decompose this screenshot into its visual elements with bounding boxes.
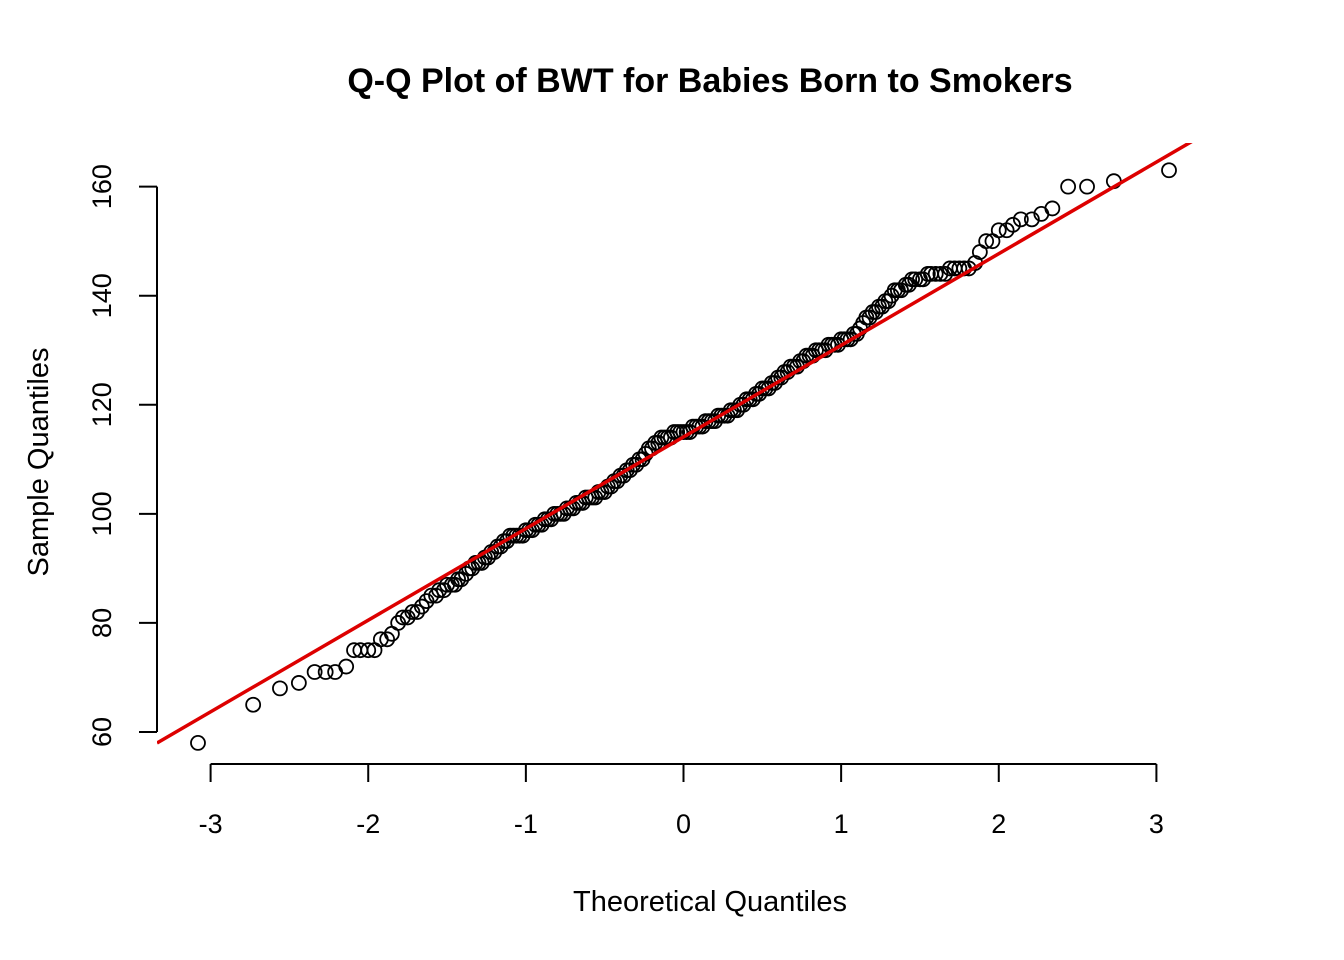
x-tick-label: 0 — [676, 809, 691, 839]
data-point — [338, 658, 355, 675]
x-axis-label: Theoretical Quantiles — [573, 886, 847, 918]
data-point — [1005, 216, 1021, 233]
x-tick-label: -2 — [356, 809, 380, 839]
data-point — [399, 609, 416, 626]
data-point — [453, 571, 470, 588]
chart-title: Q-Q Plot of BWT for Babies Born to Smoke… — [347, 62, 1072, 100]
data-point — [317, 664, 334, 680]
reference-line — [157, 143, 1193, 745]
data-point — [395, 609, 411, 626]
data-point — [290, 675, 307, 691]
data-point — [306, 664, 323, 680]
data-point — [937, 265, 954, 282]
data-point — [379, 631, 396, 648]
data-point — [1060, 178, 1077, 195]
data-point — [404, 604, 421, 620]
data-point — [409, 604, 425, 620]
y-tick-label: 120 — [87, 382, 117, 427]
data-point — [1012, 211, 1029, 228]
data-point — [1023, 211, 1040, 228]
data-point — [932, 265, 949, 282]
data-point — [1079, 178, 1095, 195]
x-axis: -3 -2 -1 0 1 2 3 — [199, 763, 1164, 839]
data-point — [1044, 200, 1061, 217]
data-point — [413, 598, 430, 615]
y-tick-label: 140 — [87, 273, 117, 318]
y-tick-label: 60 — [87, 717, 117, 747]
y-axis-label: Sample Quantiles — [23, 348, 55, 577]
data-point — [893, 282, 909, 299]
y-tick-label: 80 — [87, 608, 117, 638]
data-point — [1161, 162, 1177, 179]
data-point — [245, 696, 262, 713]
x-tick-label: -3 — [199, 809, 223, 839]
data-point — [990, 222, 1007, 239]
x-tick-label: 2 — [991, 809, 1006, 839]
y-axis: 60 80 100 120 140 160 — [87, 164, 158, 747]
x-tick-label: 3 — [1149, 809, 1164, 839]
data-point — [418, 593, 435, 610]
data-point — [190, 735, 206, 751]
reference-line-group — [157, 143, 1193, 745]
y-tick-label: 160 — [87, 164, 117, 209]
y-tick-label: 100 — [87, 491, 117, 536]
data-points — [190, 162, 1177, 751]
data-point — [360, 642, 377, 659]
data-point — [390, 615, 407, 631]
x-tick-label: -1 — [514, 809, 538, 839]
x-tick-label: 1 — [834, 809, 849, 839]
data-point — [978, 233, 995, 250]
data-point — [927, 265, 944, 282]
data-point — [272, 680, 288, 697]
